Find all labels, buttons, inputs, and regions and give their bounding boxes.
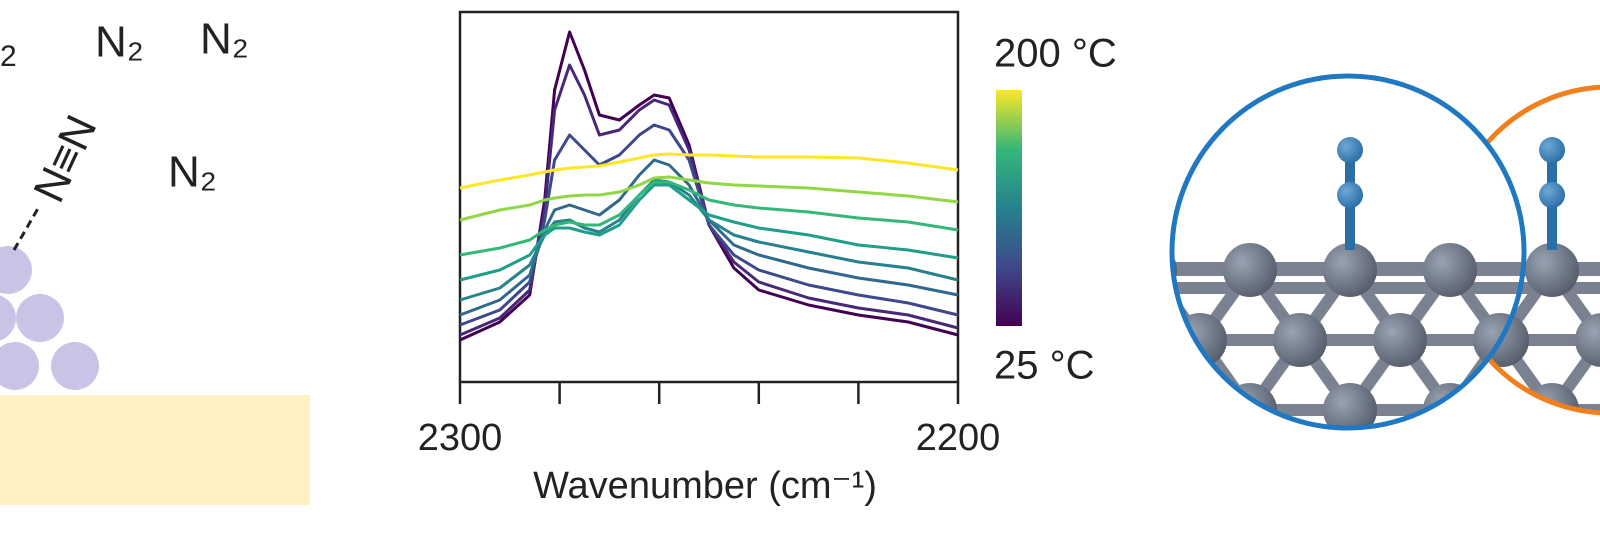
- n2-label: 2: [0, 40, 17, 73]
- n2-label: N₂: [95, 18, 144, 67]
- x-axis-label: Wavenumber (cm⁻¹): [533, 465, 877, 507]
- bond: [1100, 270, 1150, 340]
- atom: [1323, 243, 1377, 297]
- atom: [1173, 313, 1227, 367]
- atom: [1172, 243, 1177, 297]
- particle: [0, 246, 99, 390]
- atom: [1373, 313, 1427, 367]
- spectrum-line: [459, 175, 959, 222]
- bond: [1100, 340, 1150, 410]
- atom: [1223, 243, 1277, 297]
- bond-label: N≡N: [24, 108, 106, 210]
- atom: [1525, 243, 1579, 297]
- x-tick-label: 2300: [418, 417, 503, 459]
- substrate: [0, 395, 310, 505]
- colorbar: [996, 90, 1022, 326]
- bond: [1172, 334, 1206, 416]
- x-tick-label: 2200: [916, 417, 1001, 459]
- spectrum-line: [459, 30, 959, 342]
- spectrum-line: [459, 158, 959, 317]
- circle-frame: [1169, 73, 1527, 431]
- atom: [1423, 243, 1477, 297]
- colorbar-label: 25 °C: [994, 344, 1095, 388]
- n-atom: [1539, 137, 1565, 163]
- spectrum-line: [459, 180, 959, 257]
- bond: [12, 204, 42, 251]
- n-atom: [1337, 182, 1363, 208]
- n2-label: N₂: [200, 15, 249, 64]
- plot-frame: [458, 10, 960, 384]
- n-atom: [1539, 182, 1565, 208]
- n2-label: N₂: [168, 148, 217, 197]
- spectrum-line: [459, 123, 959, 327]
- atom: [1575, 313, 1600, 367]
- surface-model: [1100, 137, 1524, 428]
- spectrum-line: [459, 183, 959, 282]
- atom: [1273, 313, 1327, 367]
- atom: [1423, 383, 1477, 428]
- colorbar-label: 200 °C: [994, 32, 1117, 76]
- atom: [1172, 383, 1177, 428]
- spectrum-line: [459, 63, 959, 337]
- atom: [1323, 383, 1377, 428]
- spectrum-line: [459, 152, 959, 190]
- n-atom: [1337, 137, 1363, 163]
